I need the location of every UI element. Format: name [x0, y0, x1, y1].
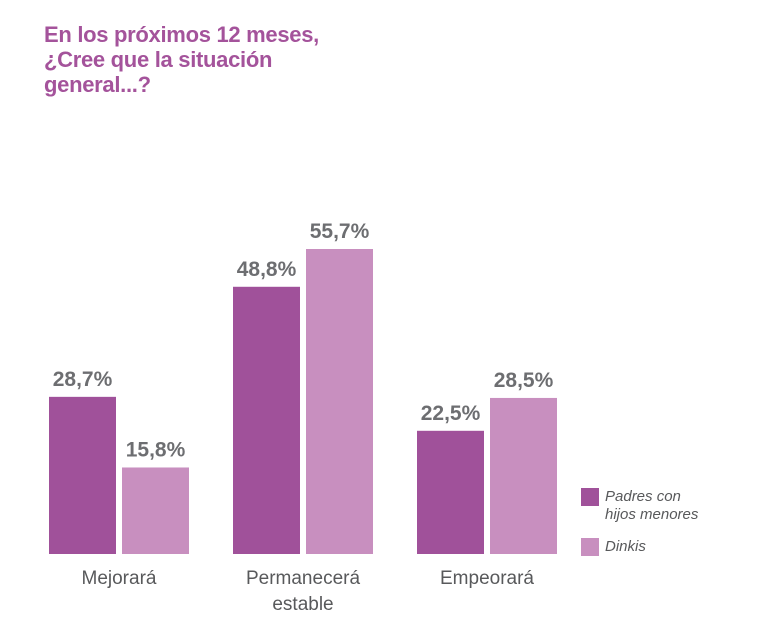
chart-title-line-2: ¿Cree que la situación	[44, 47, 273, 72]
bar-dinkis-2	[306, 249, 373, 554]
data-label-dinkis-3: 28,5%	[494, 369, 554, 392]
category-label-2-line-2: estable	[272, 594, 333, 615]
category-label-1: Mejorará	[82, 568, 157, 589]
bar-dinkis-3	[490, 397, 557, 554]
category-label-2-line-1: Permanecerá	[246, 568, 360, 589]
chart-title: En los próximos 12 meses, ¿Cree que la s…	[44, 22, 374, 97]
data-label-dinkis-2: 55,7%	[310, 220, 370, 243]
data-label-padres-2: 48,8%	[237, 258, 297, 281]
bar-padres-3	[417, 430, 484, 554]
legend-swatch-dinkis	[581, 538, 599, 556]
chart-title-line-3: general...?	[44, 72, 151, 97]
data-label-padres-1: 28,7%	[53, 368, 113, 391]
chart-title-line-1: En los próximos 12 meses,	[44, 22, 319, 47]
legend-label-padres-line-1: Padres con	[605, 488, 681, 505]
bar-padres-2	[233, 286, 300, 554]
legend-label-dinkis: Dinkis	[605, 538, 646, 555]
bar-padres-1	[49, 396, 116, 554]
data-label-dinkis-1: 15,8%	[126, 438, 186, 461]
data-label-padres-3: 22,5%	[421, 402, 481, 425]
legend-label-padres-line-2: hijos menores	[605, 506, 699, 523]
bar-dinkis-1	[122, 467, 189, 554]
category-label-3: Empeorará	[440, 568, 534, 589]
legend-swatch-padres	[581, 488, 599, 506]
